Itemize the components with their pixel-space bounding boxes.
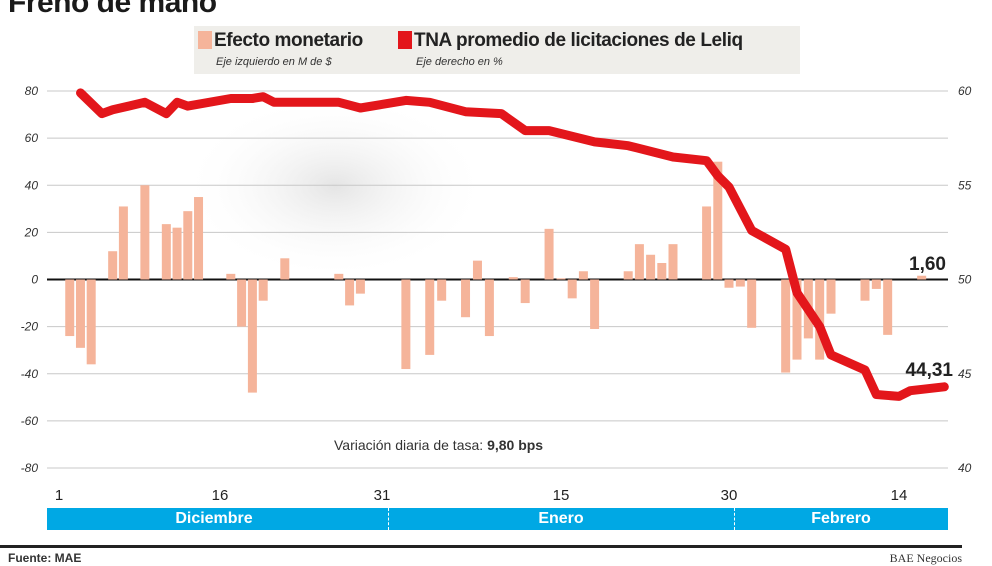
bar (183, 211, 193, 280)
last-rate-annotation: 44,31 (905, 360, 953, 381)
bar (713, 161, 723, 280)
month-separator (734, 508, 735, 530)
rate-variation-note: Variación diaria de tasa: 9,80 bps (334, 437, 543, 453)
footer-rule (0, 545, 962, 548)
bar (792, 279, 802, 360)
bar (472, 260, 482, 280)
bar (258, 279, 268, 301)
bar (668, 244, 678, 280)
bar (355, 279, 365, 294)
bar (172, 227, 182, 280)
x-axis-tick: 14 (891, 487, 908, 504)
bar (567, 279, 577, 299)
legend: Efecto monetario Eje izquierdo en M de $… (194, 26, 800, 74)
bar (590, 279, 600, 329)
bar (75, 279, 85, 348)
bar (461, 279, 471, 318)
bar (724, 279, 734, 288)
bar (484, 279, 494, 337)
line-swatch (398, 31, 412, 49)
bar (871, 279, 881, 289)
x-axis-tick: 31 (374, 487, 391, 504)
note-value: 9,80 bps (487, 437, 543, 453)
note-label: Variación diaria de tasa: (334, 437, 483, 453)
bar (781, 279, 791, 373)
legend-item-line: TNA promedio de licitaciones de Leliq (398, 30, 743, 52)
bar (161, 224, 171, 280)
bar (634, 244, 644, 280)
left-axis-tick: -60 (21, 414, 39, 428)
bar (194, 197, 204, 280)
bar (623, 271, 633, 280)
last-bar-annotation: 1,60 (909, 254, 946, 275)
bar (247, 279, 257, 393)
bar (65, 279, 75, 337)
month-febrero: Febrero (811, 510, 871, 527)
bar (425, 279, 435, 355)
bars-swatch (198, 31, 212, 49)
left-axis-tick: -80 (21, 461, 39, 475)
bar (226, 273, 236, 280)
month-diciembre: Diciembre (175, 510, 253, 527)
legend-bars-label: Efecto monetario (214, 30, 363, 51)
left-axis-tick: 20 (24, 225, 39, 239)
rate-line (76, 88, 949, 401)
bar (917, 275, 927, 280)
left-axis-tick: 80 (25, 84, 39, 98)
bar (280, 258, 290, 280)
footer-source: Fuente: MAE (8, 551, 82, 565)
bar (345, 279, 355, 306)
bar (556, 278, 566, 280)
bar (140, 185, 150, 280)
x-axis-tick: 30 (721, 487, 738, 504)
month-band: Diciembre Enero Febrero (47, 508, 948, 530)
bar (578, 271, 588, 280)
bar (334, 273, 344, 280)
bar (108, 251, 118, 280)
x-axis-tick: 15 (553, 487, 570, 504)
bar (86, 279, 96, 365)
x-axis-tick: 1 (55, 487, 63, 504)
right-axis-tick: 60 (958, 84, 972, 98)
right-axis-tick: 50 (958, 273, 972, 287)
legend-line-label: TNA promedio de licitaciones de Leliq (414, 30, 743, 51)
bar (118, 206, 128, 280)
x-axis-tick: 16 (212, 487, 229, 504)
bar (735, 279, 745, 287)
right-axis-tick: 55 (958, 178, 972, 192)
chart-plot: 80 60 40 20 0 -20 -40 -60 -80 60 55 50 45 40 1 16 31 15 30… (21, 84, 972, 504)
bar (747, 279, 757, 328)
left-axis-tick: -20 (21, 320, 39, 334)
right-axis-tick: 40 (958, 461, 972, 475)
legend-item-bars: Efecto monetario (198, 30, 363, 52)
chart-title: Freno de mano (8, 0, 217, 19)
bar (860, 279, 870, 301)
bar (508, 277, 518, 280)
bar (237, 279, 247, 327)
month-separator (388, 508, 389, 530)
bar (520, 279, 530, 304)
bar (826, 279, 836, 314)
right-axis-tick: 45 (958, 367, 972, 381)
legend-bars-sub: Eje izquierdo en M de $ (216, 56, 332, 68)
bar (883, 279, 893, 335)
left-axis-tick: -40 (21, 367, 39, 381)
legend-line-sub: Eje derecho en % (416, 56, 503, 68)
bar (646, 254, 656, 280)
month-enero: Enero (538, 510, 584, 527)
bar (544, 228, 554, 280)
footer-credit: BAE Negocios (889, 551, 962, 565)
left-axis-tick: 60 (25, 131, 39, 145)
bar (702, 206, 712, 280)
left-axis-tick: 40 (25, 178, 39, 192)
bar (401, 279, 411, 370)
left-axis-tick: 0 (31, 273, 38, 287)
bar (437, 279, 447, 301)
building-photo (195, 110, 475, 280)
bar (657, 263, 667, 280)
